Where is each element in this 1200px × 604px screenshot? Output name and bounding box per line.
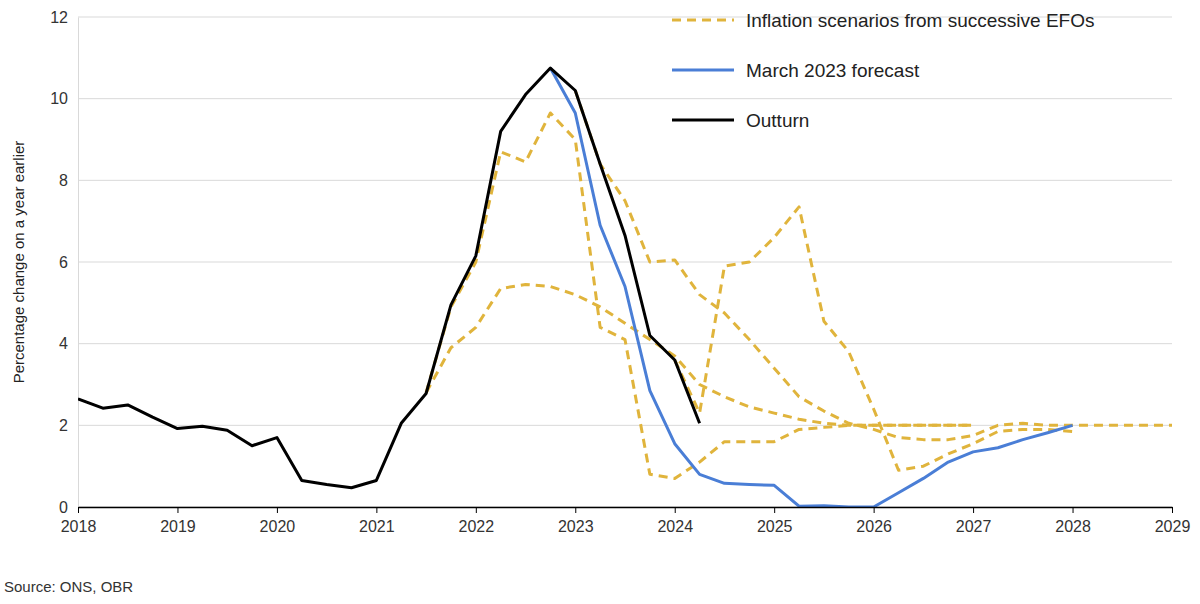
x-tick: 2027 xyxy=(956,507,992,535)
y-axis-title: Percentage change on a year earlier xyxy=(10,141,27,384)
y-tick: 12 xyxy=(50,9,78,26)
grid-line xyxy=(78,180,1172,181)
x-tick-mark xyxy=(874,507,875,513)
x-tick-mark xyxy=(1073,507,1074,513)
source-note: Source: ONS, OBR xyxy=(4,578,133,595)
x-tick-label: 2027 xyxy=(956,518,992,535)
plot-lines xyxy=(78,68,1172,507)
y-tick-label: 0 xyxy=(59,499,68,516)
x-tick-mark xyxy=(973,507,974,513)
legend-label: March 2023 forecast xyxy=(746,60,920,81)
x-tick-mark xyxy=(575,507,576,513)
x-tick-mark xyxy=(177,507,178,513)
grid-line xyxy=(78,262,1172,263)
x-tick: 2022 xyxy=(459,507,495,535)
x-tick-label: 2026 xyxy=(856,518,892,535)
x-tick-mark xyxy=(675,507,676,513)
x-tick-label: 2024 xyxy=(657,518,693,535)
x-tick-mark xyxy=(774,507,775,513)
x-tick-mark xyxy=(376,507,377,513)
x-tick-mark xyxy=(277,507,278,513)
legend-label: Outturn xyxy=(746,110,809,131)
x-tick-label: 2019 xyxy=(160,518,196,535)
chart-container: 0 2 4 6 8 10 12 2018 2019 2020 2021 2022 2023 2024 202… xyxy=(0,0,1200,604)
x-tick: 2018 xyxy=(61,507,97,535)
y-axis: 0 2 4 6 8 10 12 xyxy=(50,9,78,516)
grid xyxy=(78,17,1172,507)
x-tick: 2023 xyxy=(558,507,594,535)
legend-swatch xyxy=(672,69,734,72)
y-tick: 0 xyxy=(59,499,78,516)
scenario-line xyxy=(575,91,1172,440)
y-tick: 2 xyxy=(59,417,78,434)
grid-line xyxy=(78,98,1172,99)
x-tick-label: 2022 xyxy=(459,518,495,535)
series-line xyxy=(550,68,1072,507)
x-tick: 2020 xyxy=(260,507,296,535)
x-tick-mark xyxy=(78,507,79,513)
x-tick: 2024 xyxy=(657,507,693,535)
x-tick-label: 2025 xyxy=(757,518,793,535)
legend-swatch xyxy=(672,19,734,22)
x-tick: 2026 xyxy=(856,507,892,535)
y-tick: 8 xyxy=(59,172,78,189)
y-tick-label: 2 xyxy=(59,417,68,434)
y-tick: 6 xyxy=(59,254,78,271)
x-tick-label: 2023 xyxy=(558,518,594,535)
y-axis-line xyxy=(78,18,79,508)
x-tick-label: 2018 xyxy=(61,518,97,535)
x-axis: 2018 2019 2020 2021 2022 2023 2024 2025 2026 2027… xyxy=(61,507,1191,535)
scenario-line xyxy=(675,207,1073,470)
y-tick: 10 xyxy=(50,90,78,107)
y-tick-label: 8 xyxy=(59,172,68,189)
y-tick-label: 6 xyxy=(59,254,68,271)
legend-swatch xyxy=(672,119,734,122)
y-tick-label: 4 xyxy=(59,335,68,352)
x-tick-mark xyxy=(476,507,477,513)
x-tick: 2021 xyxy=(359,507,395,535)
x-tick-label: 2021 xyxy=(359,518,395,535)
legend-label: Inflation scenarios from successive EFOs xyxy=(746,10,1094,31)
y-tick-label: 10 xyxy=(50,90,68,107)
legend: Inflation scenarios from successive EFOs… xyxy=(672,10,1094,131)
x-tick-label: 2020 xyxy=(260,518,296,535)
y-tick: 4 xyxy=(59,335,78,352)
chart-svg: 0 2 4 6 8 10 12 2018 2019 2020 2021 2022 2023 2024 202… xyxy=(0,0,1200,604)
x-tick: 2025 xyxy=(757,507,793,535)
x-tick: 2028 xyxy=(1055,507,1091,535)
grid-line xyxy=(78,507,1172,508)
x-tick: 2019 xyxy=(160,507,196,535)
x-tick-label: 2029 xyxy=(1155,518,1191,535)
x-tick: 2029 xyxy=(1155,507,1191,535)
x-axis-line xyxy=(79,507,1173,509)
x-tick-label: 2028 xyxy=(1055,518,1091,535)
y-tick-label: 12 xyxy=(50,9,68,26)
x-tick-mark xyxy=(1172,507,1173,513)
series-line xyxy=(78,68,700,488)
